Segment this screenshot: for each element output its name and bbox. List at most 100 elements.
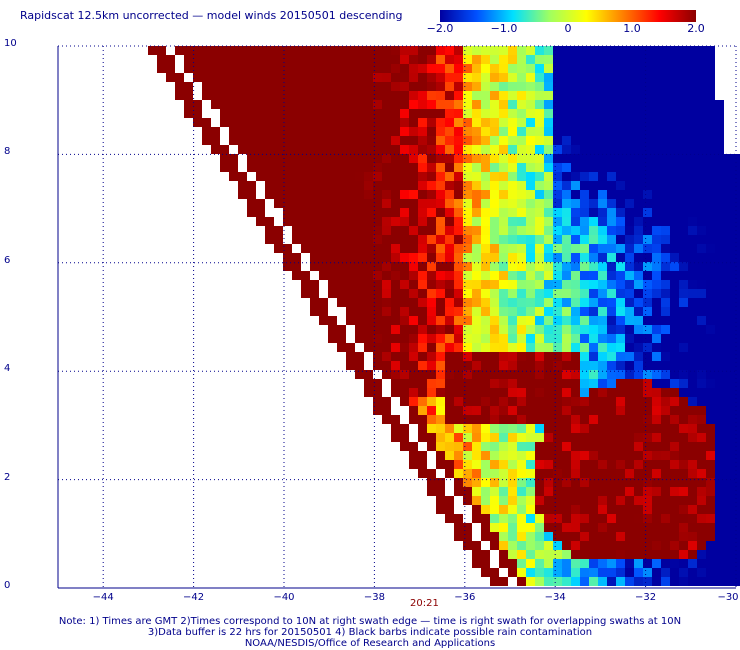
wind-cell <box>283 136 292 145</box>
wind-cell <box>643 82 652 91</box>
wind-cell <box>661 424 670 433</box>
wind-cell <box>733 235 740 244</box>
wind-cell <box>688 577 697 586</box>
wind-cell <box>346 136 355 145</box>
wind-cell <box>634 199 643 208</box>
wind-cell <box>490 307 499 316</box>
wind-cell <box>418 325 427 334</box>
wind-cell <box>517 541 526 550</box>
wind-cell <box>265 181 274 190</box>
wind-cell <box>724 352 733 361</box>
wind-cell <box>688 550 697 559</box>
wind-cell <box>319 82 328 91</box>
wind-cell <box>472 469 481 478</box>
wind-cell <box>499 118 508 127</box>
wind-cell <box>364 280 373 289</box>
wind-cell <box>670 568 679 577</box>
wind-cell <box>427 91 436 100</box>
wind-cell <box>634 568 643 577</box>
wind-cell <box>382 91 391 100</box>
wind-cell <box>607 109 616 118</box>
wind-cell <box>481 496 490 505</box>
wind-cell <box>418 379 427 388</box>
wind-cell <box>535 46 544 55</box>
wind-cell <box>598 73 607 82</box>
wind-cell <box>427 181 436 190</box>
wind-cell <box>634 370 643 379</box>
wind-cell <box>625 190 634 199</box>
wind-cell <box>634 253 643 262</box>
wind-cell <box>697 415 706 424</box>
wind-cell <box>535 64 544 73</box>
wind-cell <box>472 496 481 505</box>
wind-cell <box>481 460 490 469</box>
wind-cell <box>373 361 382 370</box>
wind-cell <box>616 568 625 577</box>
wind-cell <box>409 361 418 370</box>
wind-cell <box>400 190 409 199</box>
wind-cell <box>661 100 670 109</box>
wind-cell <box>382 244 391 253</box>
wind-cell <box>229 136 238 145</box>
wind-cell <box>616 361 625 370</box>
wind-cell <box>652 478 661 487</box>
wind-cell <box>319 46 328 55</box>
wind-cell <box>598 469 607 478</box>
wind-cell <box>346 73 355 82</box>
wind-cell <box>616 127 625 136</box>
wind-cell <box>463 532 472 541</box>
wind-cell <box>706 469 715 478</box>
wind-cell <box>715 226 724 235</box>
wind-cell <box>490 433 499 442</box>
wind-cell <box>409 91 418 100</box>
wind-cell <box>328 217 337 226</box>
wind-cell <box>391 190 400 199</box>
wind-cell <box>301 55 310 64</box>
wind-cell <box>409 226 418 235</box>
wind-cell <box>499 514 508 523</box>
wind-cell <box>409 334 418 343</box>
wind-cell <box>643 298 652 307</box>
wind-cell <box>535 109 544 118</box>
wind-cell <box>490 145 499 154</box>
wind-cell <box>526 559 535 568</box>
lat-tick-label: 10 <box>4 38 17 49</box>
wind-cell <box>697 271 706 280</box>
wind-cell <box>517 226 526 235</box>
wind-cell <box>391 307 400 316</box>
wind-cell <box>571 64 580 73</box>
wind-cell <box>238 100 247 109</box>
wind-cell <box>427 271 436 280</box>
wind-cell <box>652 100 661 109</box>
wind-cell <box>562 514 571 523</box>
wind-cell <box>688 289 697 298</box>
wind-cell <box>679 469 688 478</box>
wind-cell <box>409 55 418 64</box>
wind-cell <box>310 163 319 172</box>
wind-cell <box>427 163 436 172</box>
wind-cell <box>256 217 265 226</box>
wind-cell <box>391 370 400 379</box>
wind-cell <box>535 415 544 424</box>
wind-cell <box>535 199 544 208</box>
wind-cell <box>580 100 589 109</box>
wind-cell <box>688 163 697 172</box>
wind-cell <box>391 109 400 118</box>
wind-cell <box>643 253 652 262</box>
wind-cell <box>508 514 517 523</box>
wind-cell <box>580 487 589 496</box>
wind-cell <box>472 100 481 109</box>
wind-cell <box>652 334 661 343</box>
wind-cell <box>733 244 740 253</box>
wind-cell <box>607 577 616 586</box>
wind-cell <box>310 181 319 190</box>
wind-cell <box>715 190 724 199</box>
wind-cell <box>463 127 472 136</box>
wind-cell <box>436 289 445 298</box>
wind-cell <box>301 172 310 181</box>
wind-cell <box>526 523 535 532</box>
wind-cell <box>733 523 740 532</box>
wind-cell <box>337 73 346 82</box>
wind-cell <box>607 397 616 406</box>
wind-cell <box>679 559 688 568</box>
